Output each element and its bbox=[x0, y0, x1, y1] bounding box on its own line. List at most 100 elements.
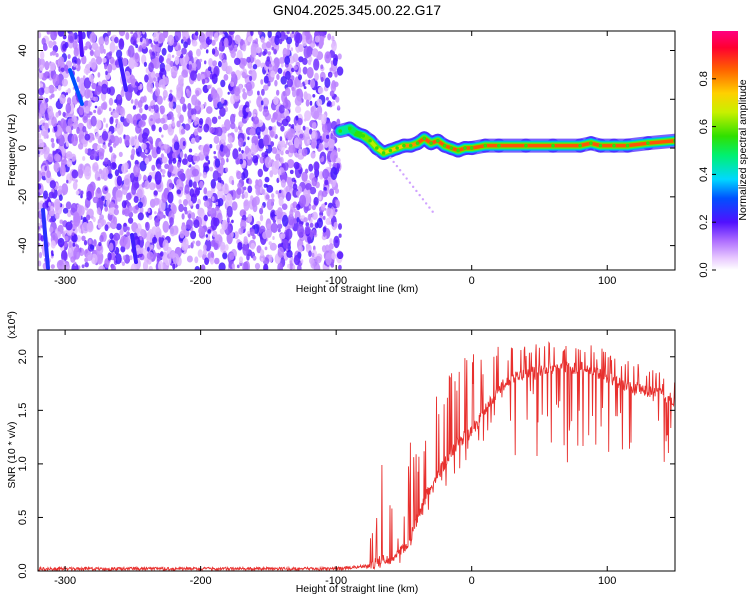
noise-blob bbox=[312, 39, 315, 44]
noise-blob bbox=[238, 147, 241, 152]
noise-blob bbox=[51, 142, 55, 149]
noise-blob bbox=[231, 231, 234, 238]
noise-streak bbox=[78, 31, 84, 57]
noise-blob bbox=[41, 97, 45, 104]
snr-scale-label: (x104) bbox=[6, 311, 18, 339]
noise-blob bbox=[277, 262, 283, 270]
noise-blob bbox=[329, 72, 332, 78]
noise-blob bbox=[188, 63, 193, 71]
noise-blob bbox=[243, 199, 250, 211]
x-tick-label: -300 bbox=[54, 575, 76, 587]
noise-blob bbox=[324, 77, 331, 88]
noise-blob bbox=[295, 105, 302, 114]
noise-blob bbox=[213, 32, 219, 42]
noise-blob bbox=[313, 196, 319, 206]
noise-blob bbox=[333, 221, 338, 229]
noise-blob bbox=[321, 156, 325, 162]
noise-blob bbox=[268, 254, 273, 263]
noise-blob bbox=[101, 83, 108, 95]
x-tick-label: 0 bbox=[469, 275, 475, 287]
y-tick-label: -20 bbox=[17, 189, 29, 205]
noise-blob bbox=[154, 211, 157, 215]
noise-blob bbox=[38, 70, 43, 80]
noise-blob bbox=[164, 163, 170, 169]
noise-blob bbox=[257, 168, 263, 178]
noise-blob bbox=[332, 57, 338, 67]
noise-blob bbox=[103, 144, 107, 150]
noise-blob bbox=[248, 178, 253, 185]
noise-blob bbox=[129, 136, 136, 147]
noise-blob bbox=[247, 136, 250, 141]
noise-blob bbox=[99, 214, 104, 221]
noise-blob bbox=[286, 36, 293, 45]
y-tick-label: 20 bbox=[17, 93, 29, 105]
noise-blob bbox=[187, 154, 194, 163]
noise-blob bbox=[113, 208, 120, 216]
spectrogram-y-label: Frequency (Hz) bbox=[6, 114, 18, 186]
noise-blob bbox=[158, 33, 166, 43]
noise-blob bbox=[64, 235, 69, 241]
x-tick-label: -300 bbox=[54, 275, 76, 287]
noise-blob bbox=[72, 181, 78, 190]
noise-blob bbox=[74, 59, 77, 64]
noise-blob bbox=[335, 209, 338, 212]
noise-blob bbox=[259, 214, 264, 222]
noise-blob bbox=[52, 41, 57, 46]
noise-blob bbox=[271, 146, 278, 154]
noise-blob bbox=[276, 73, 280, 80]
noise-blob bbox=[335, 157, 341, 164]
noise-blob bbox=[171, 116, 175, 122]
noise-blob bbox=[55, 111, 59, 118]
noise-blob bbox=[118, 38, 125, 50]
noise-blob bbox=[219, 31, 223, 36]
noise-blob bbox=[48, 191, 55, 199]
noise-blob bbox=[302, 66, 308, 75]
ridge-point bbox=[415, 141, 420, 145]
noise-blob bbox=[325, 252, 332, 266]
noise-blob bbox=[299, 133, 304, 139]
ridge-point bbox=[497, 143, 501, 148]
noise-blob bbox=[252, 63, 258, 70]
noise-blob bbox=[209, 127, 215, 134]
noise-blob bbox=[53, 198, 61, 211]
noise-blob bbox=[151, 124, 156, 132]
noise-blob bbox=[156, 225, 160, 233]
colorbar-label: Normalized spectral amplitude bbox=[737, 79, 749, 220]
noise-blob bbox=[200, 264, 206, 270]
noise-blob bbox=[94, 162, 98, 167]
noise-blob bbox=[304, 168, 309, 174]
noise-blob bbox=[267, 51, 272, 56]
noise-blob bbox=[311, 177, 318, 187]
noise-blob bbox=[266, 56, 270, 62]
noise-blob bbox=[250, 46, 257, 58]
noise-blob bbox=[317, 86, 324, 94]
noise-blob bbox=[316, 98, 323, 107]
noise-blob bbox=[104, 206, 109, 212]
noise-blob bbox=[252, 203, 258, 213]
noise-blob bbox=[237, 241, 243, 251]
noise-blob bbox=[109, 146, 113, 153]
noise-blob bbox=[192, 240, 195, 244]
noise-blob bbox=[65, 201, 72, 210]
noise-blob bbox=[246, 56, 251, 63]
noise-blob bbox=[72, 40, 78, 50]
noise-blob bbox=[107, 31, 111, 36]
noise-blob bbox=[309, 257, 315, 265]
noise-blob bbox=[181, 47, 187, 55]
noise-blob bbox=[91, 31, 95, 36]
ridge-tail-dot bbox=[389, 156, 392, 160]
noise-blob bbox=[220, 132, 227, 144]
noise-blob bbox=[144, 74, 149, 83]
noise-blob bbox=[80, 194, 83, 199]
noise-blob bbox=[73, 47, 79, 57]
noise-blob bbox=[51, 93, 55, 98]
ridge-tail-dot bbox=[415, 189, 418, 193]
noise-blob bbox=[143, 95, 147, 103]
noise-blob bbox=[252, 116, 259, 125]
noise-blob bbox=[279, 156, 284, 165]
noise-blob bbox=[202, 249, 208, 256]
noise-blob bbox=[288, 144, 296, 154]
noise-blob bbox=[108, 131, 112, 135]
noise-blob bbox=[277, 140, 283, 150]
noise-blob bbox=[247, 36, 253, 43]
